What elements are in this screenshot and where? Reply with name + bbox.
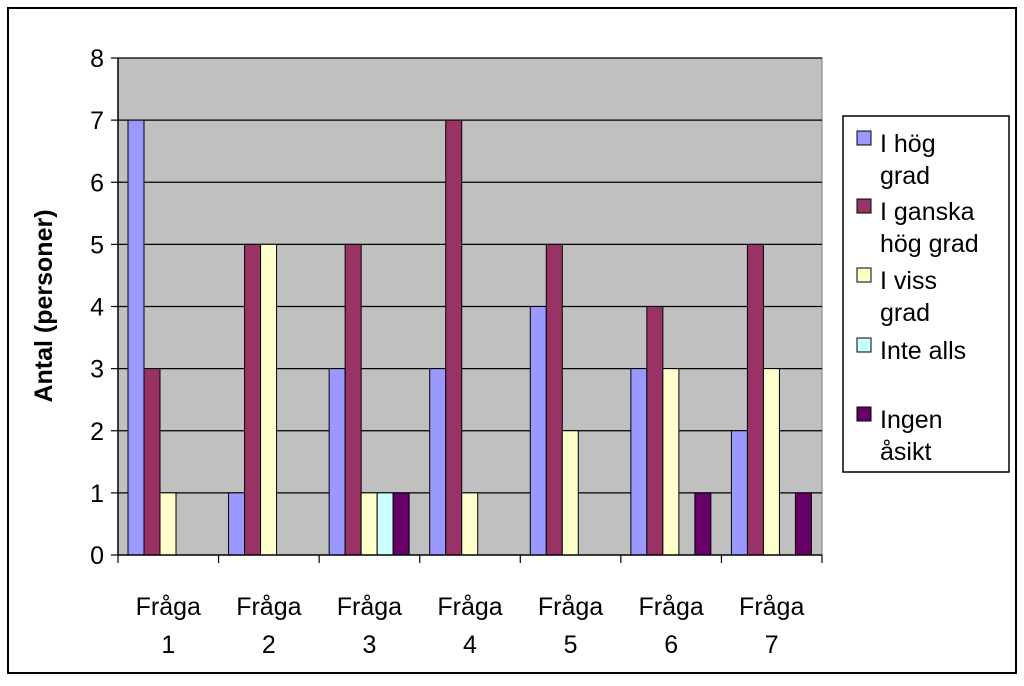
legend-label: åsikt xyxy=(880,438,931,466)
bar xyxy=(127,119,145,556)
x-tick-label: 3 xyxy=(362,631,376,659)
legend-label: hög grad xyxy=(880,230,979,258)
bar xyxy=(376,492,394,556)
x-tick-label: Fråga xyxy=(236,593,301,621)
x-tick-label: 4 xyxy=(463,631,477,659)
bar xyxy=(461,492,479,556)
x-tick-label: Fråga xyxy=(638,593,703,621)
legend-swatch xyxy=(856,130,872,146)
x-tick-label: Fråga xyxy=(136,593,201,621)
legend-swatch xyxy=(856,198,872,214)
y-tick-label: 0 xyxy=(90,542,104,570)
bar xyxy=(360,492,378,556)
x-tick-label: 6 xyxy=(664,631,678,659)
bar xyxy=(630,368,648,556)
gridlines xyxy=(118,57,822,494)
bar xyxy=(746,243,764,556)
legend-label: grad xyxy=(880,299,930,327)
bar xyxy=(730,430,748,556)
legend: I hög grad I ganska hög grad I viss grad Inte … xyxy=(856,130,979,466)
y-axis-ticks: 0 1 2 3 4 5 6 7 8 xyxy=(90,45,118,570)
legend-swatch xyxy=(856,267,872,283)
y-tick-label: 6 xyxy=(90,169,104,197)
x-tick-label: 7 xyxy=(765,631,779,659)
x-tick-label: 5 xyxy=(564,631,578,659)
x-tick-label: Fråga xyxy=(437,593,502,621)
bar xyxy=(328,368,346,556)
x-tick-label: 2 xyxy=(262,631,276,659)
bar xyxy=(794,492,812,556)
x-tick-label: Fråga xyxy=(337,593,402,621)
legend-label: I hög xyxy=(880,130,936,158)
y-tick-label: 8 xyxy=(90,45,104,73)
bar xyxy=(392,492,410,556)
bar xyxy=(143,368,161,556)
x-tick-label: Fråga xyxy=(739,593,804,621)
bar xyxy=(159,492,177,556)
legend-label: I ganska xyxy=(880,198,975,226)
bar xyxy=(561,430,579,556)
x-tick-label: Fråga xyxy=(538,593,603,621)
bar xyxy=(260,243,278,556)
x-tick-label: 1 xyxy=(161,631,175,659)
y-tick-label: 7 xyxy=(90,107,104,135)
bars-group xyxy=(127,119,812,556)
y-tick-label: 1 xyxy=(90,480,104,508)
legend-swatch xyxy=(856,337,872,353)
bar xyxy=(244,243,262,556)
bar xyxy=(445,119,463,556)
y-tick-label: 3 xyxy=(90,356,104,384)
bar xyxy=(662,368,680,556)
y-tick-label: 4 xyxy=(90,294,104,322)
y-tick-label: 5 xyxy=(90,231,104,259)
y-tick-label: 2 xyxy=(90,418,104,446)
legend-label: Ingen xyxy=(880,406,943,434)
bar xyxy=(694,492,712,556)
legend-label: I viss xyxy=(880,267,937,295)
bar xyxy=(344,243,362,556)
bar xyxy=(228,492,246,556)
bar xyxy=(429,368,447,556)
y-axis-label: Antal (personer) xyxy=(30,209,58,402)
legend-label: grad xyxy=(880,162,930,190)
bar xyxy=(646,306,664,556)
bar xyxy=(545,243,563,556)
legend-swatch xyxy=(856,406,872,422)
bar xyxy=(529,306,547,556)
x-axis-ticks: Fråga 1 Fråga 2 Fråga 3 Fråga 4 Fråga 5 Fråga 6 Fråg… xyxy=(117,555,823,659)
bar xyxy=(762,368,780,556)
legend-label: Inte alls xyxy=(880,337,966,365)
